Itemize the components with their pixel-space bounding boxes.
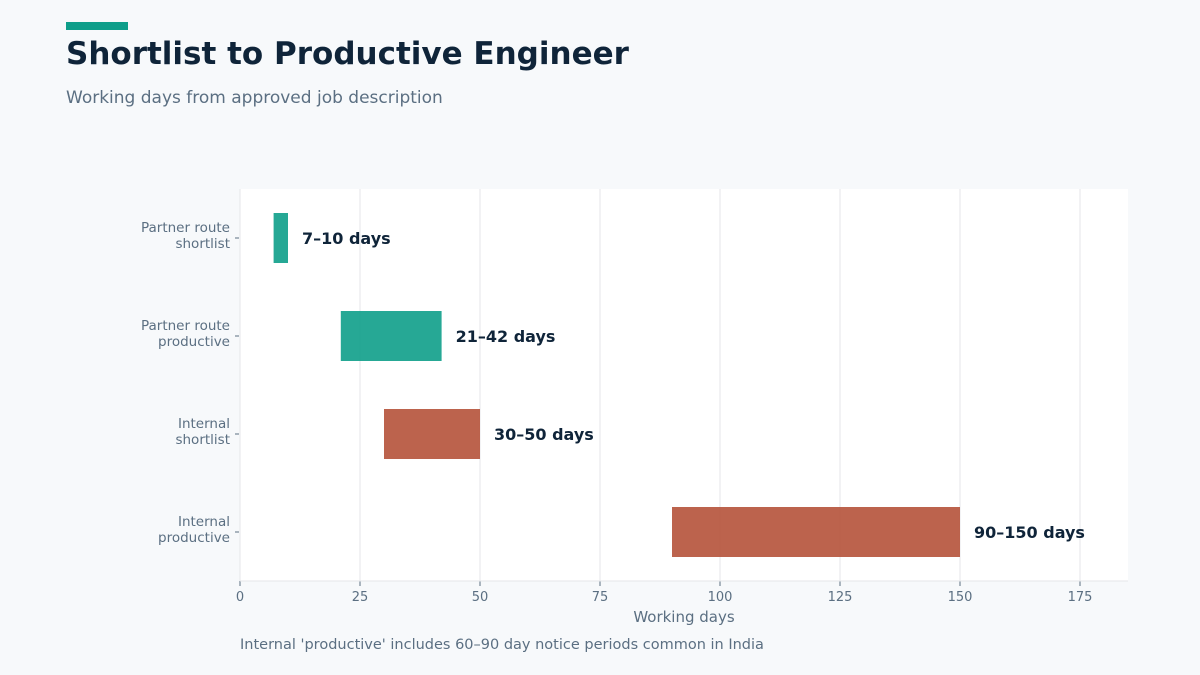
range-bar xyxy=(273,213,288,263)
x-tick-label: 150 xyxy=(948,590,973,605)
data-label: 30–50 days xyxy=(494,425,594,444)
x-tick-label: 50 xyxy=(472,590,489,605)
footnote: Internal 'productive' includes 60–90 day… xyxy=(240,637,764,653)
x-tick-label: 175 xyxy=(1068,590,1093,605)
y-tick-label: Internal productive xyxy=(158,514,230,546)
x-tick-label: 125 xyxy=(828,590,853,605)
x-tick-label: 25 xyxy=(352,590,369,605)
data-label: 7–10 days xyxy=(302,229,391,248)
x-tick-label: 75 xyxy=(592,590,609,605)
data-label: 21–42 days xyxy=(456,327,556,346)
chart-title: Shortlist to Productive Engineer xyxy=(66,36,629,72)
data-label: 90–150 days xyxy=(974,523,1085,542)
chart-subtitle: Working days from approved job descripti… xyxy=(66,88,443,108)
range-bar xyxy=(384,409,480,459)
x-tick-label: 0 xyxy=(236,590,244,605)
x-tick-label: 100 xyxy=(708,590,733,605)
y-tick-label: Internal shortlist xyxy=(175,416,230,448)
x-axis-label: Working days xyxy=(633,608,735,626)
y-tick-label: Partner route shortlist xyxy=(141,220,230,252)
range-bar xyxy=(672,507,960,557)
title-accent-bar xyxy=(66,22,128,30)
range-bar xyxy=(340,311,442,361)
y-tick-label: Partner route productive xyxy=(141,318,230,350)
